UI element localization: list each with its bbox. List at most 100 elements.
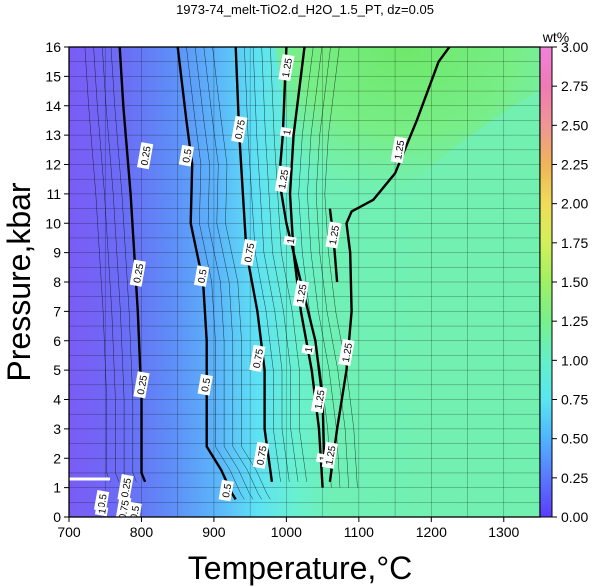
y-tick-label: 0 [53, 509, 61, 525]
contour-line [234, 47, 274, 482]
contour-label: 1.25 [278, 54, 295, 82]
colorbar-ticks: 0.00 0.25 0.50 0.75 1.00 1.25 1.50 1.75 2.00 2.25… [552, 39, 588, 525]
contour-label-bg [249, 344, 266, 372]
y-tick-label: 2 [53, 450, 61, 466]
colorbar-tick-label: 2.75 [561, 78, 588, 94]
contour-label-text: 0.5 [96, 493, 109, 509]
contour-label: 1.25 [292, 280, 310, 308]
contour-label: 0.75 [249, 344, 266, 372]
colorbar-tick-label: 2.25 [561, 157, 588, 173]
contour-label-bg [126, 501, 142, 517]
x-tick-label: 1000 [271, 524, 302, 540]
contour-label: 0.25 [133, 371, 150, 399]
contour-label-bg [133, 371, 150, 399]
contour-label-text: 1 [304, 346, 316, 354]
colorbar-tick-label: 1.75 [561, 235, 588, 251]
contour-label-bg [117, 474, 134, 502]
contour-label: 0.25 [117, 474, 134, 502]
contour-label-bg [283, 235, 297, 247]
x-tick-label: 900 [202, 524, 226, 540]
contour-label-text: 0.75 [255, 445, 269, 467]
contour-label-text: 1.25 [281, 57, 295, 79]
y-tick-label: 14 [45, 98, 61, 114]
contour-label-bg [178, 144, 195, 167]
contour-label: 0.25 [136, 142, 154, 170]
colorbar-label: wt% [542, 29, 569, 45]
y-tick-label: 5 [53, 362, 61, 378]
colorbar-tick-label: 1.00 [561, 352, 588, 368]
colorbar-tick-label: 2.50 [561, 117, 588, 133]
contour-label-bg [231, 115, 248, 143]
colorbar-tick-label: 2.00 [561, 196, 588, 212]
y-tick-label: 1 [53, 480, 61, 496]
contour-label-text: 0.25 [139, 145, 153, 167]
contour-label-text: 0.75 [252, 348, 266, 370]
contour-label-text: 0.75 [234, 119, 248, 141]
x-ticks: 700 800 900 1000 1100 1200 1300 [57, 517, 520, 540]
colorbar-tick-label: 3.00 [561, 39, 588, 55]
y-tick-label: 7 [53, 303, 61, 319]
contour-label-bg [310, 385, 328, 414]
contour-label-bg [193, 265, 210, 287]
x-tick-label: 800 [130, 524, 154, 540]
plot-area: 0.250.250.250.250.50.50.50.50.50.50.750.… [69, 47, 540, 521]
contour-label-text: 1.25 [393, 139, 407, 161]
chart-title: 1973-74_melt-TiO2.d_H2O_1.5_PT, dz=0.05 [176, 2, 434, 17]
x-tick-label: 1200 [416, 524, 447, 540]
contour-label: 1.25 [321, 441, 339, 469]
contour-label: 0.5 [193, 265, 210, 287]
contour-label-text: 1 [286, 237, 298, 245]
colorbar [539, 46, 553, 518]
contour-label: 1.25 [338, 338, 355, 367]
contour-label-text: 0.5 [196, 268, 209, 284]
contour-label: 1.25 [310, 385, 328, 414]
contour-label-text: 0.75 [118, 499, 132, 521]
contour-label-text: 1.25 [295, 283, 309, 305]
contour-label-text: 0.25 [120, 477, 134, 499]
contour-label: 0.5 [218, 479, 234, 502]
x-axis-label: Temperature,°C [188, 550, 412, 586]
contour-label-bg [338, 338, 355, 367]
y-tick-label: 6 [53, 333, 61, 349]
contour-label: 1 [279, 126, 294, 138]
contour-line [328, 47, 451, 482]
contour-label-bg [252, 441, 270, 469]
contour-label: 0.75 [252, 441, 270, 469]
contour-label-bg [321, 441, 339, 469]
y-axis-label: Pressure,kbar [1, 182, 37, 382]
contour-label-bg [136, 142, 154, 170]
y-tick-label: 11 [46, 186, 61, 202]
contour-label: 0.25 [129, 259, 146, 287]
contour-label: 0.75 [231, 115, 248, 143]
contour-label-text: 1.25 [341, 342, 355, 364]
contour-label-bg [94, 505, 109, 517]
contour-label-bg [279, 126, 294, 138]
contour-label-text: 1.25 [277, 168, 291, 190]
y-tick-label: 15 [45, 68, 61, 84]
contour-label-text: 0.5 [200, 377, 213, 393]
green-region [275, 47, 540, 260]
colorbar-tick-label: 0.25 [561, 470, 588, 486]
contour-label-text: 1 [282, 128, 294, 136]
y-tick-label: 8 [53, 274, 61, 290]
contour-label: 1 [301, 344, 316, 355]
contour-label-text: 1.25 [313, 389, 327, 411]
contour-label: 1 [283, 235, 298, 247]
y-tick-label: 10 [45, 215, 61, 231]
y-tick-label: 3 [53, 421, 61, 437]
x-tick-label: 1100 [344, 524, 374, 540]
contour-label: 0.5 [178, 144, 195, 167]
contour-label: 0.5 [126, 501, 142, 517]
contour-label: 1.25 [274, 165, 291, 193]
contour-label-text: 0.5 [221, 483, 234, 499]
x-tick-label: 700 [57, 524, 81, 540]
colorbar-tick-label: 1.25 [561, 313, 588, 329]
contour-label-bg [240, 239, 257, 267]
contour-label-text: 1 [97, 507, 109, 515]
contour-label: 0.5 [197, 374, 213, 396]
y-tick-label: 16 [45, 39, 61, 55]
colorbar-tick-label: 0.50 [561, 431, 588, 447]
contour-label-bg [301, 344, 315, 355]
